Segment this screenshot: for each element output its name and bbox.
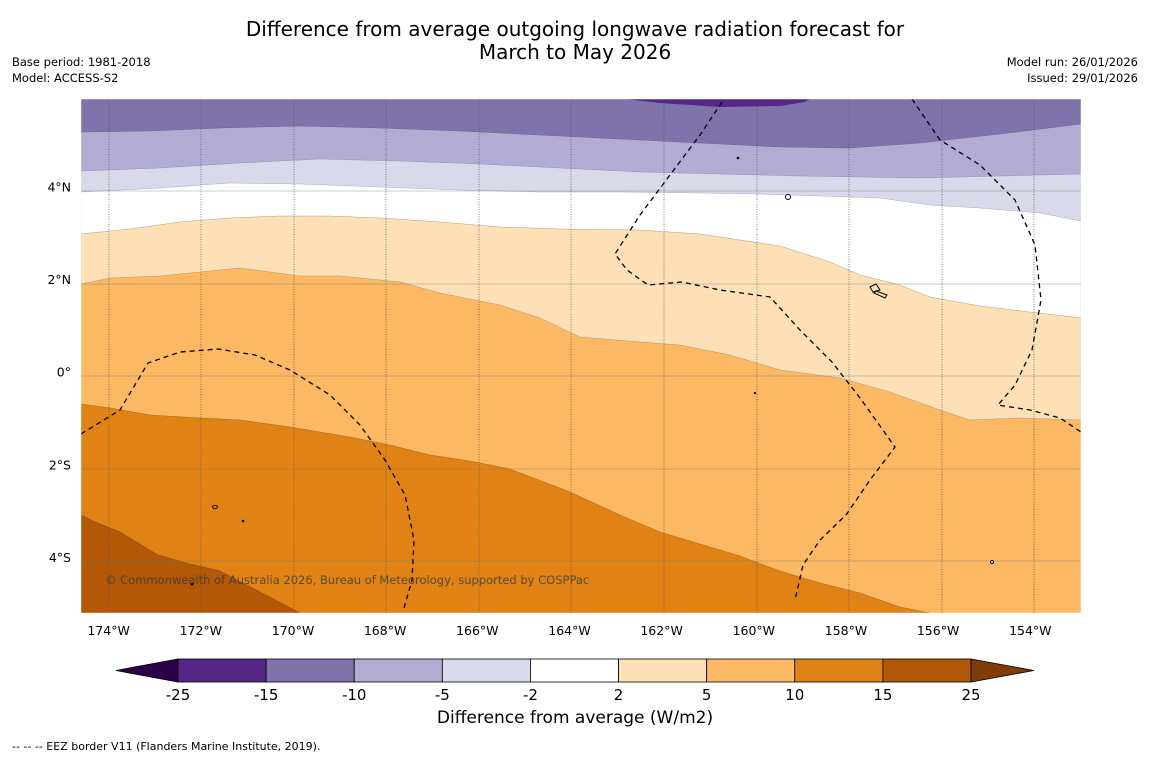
colorbar-swatch [353, 658, 443, 683]
eez-legend-note: -- -- -- EEZ border V11 (Flanders Marine… [12, 740, 321, 753]
colorbar-tick-label: 10 [785, 686, 804, 704]
colorbar-swatch [530, 658, 619, 683]
lon-tick-label: 170°W [272, 623, 314, 638]
lat-tick-label: 2°S [49, 457, 71, 472]
run-info: Model run: 26/01/2026 Issued: 29/01/2026 [1007, 55, 1138, 86]
lon-tick-label: 158°W [825, 623, 867, 638]
colorbar-swatch [706, 658, 796, 683]
lon-tick-label: 168°W [364, 623, 406, 638]
lat-tick-label: 2°N [47, 272, 71, 287]
colorbar-swatch [265, 658, 355, 683]
band-15-to-25 [81, 514, 301, 613]
latitude-tick-labels: 4°N 2°N 0° 2°S 4°S [47, 180, 71, 565]
base-period-text: Base period: 1981-2018 [12, 55, 151, 69]
lat-tick-label: 4°N [47, 180, 71, 195]
colorbar-tick-label: -25 [166, 686, 191, 704]
colorbar-swatch [441, 658, 531, 683]
island-marker [989, 559, 995, 565]
colorbar-tick-label: -2 [523, 686, 538, 704]
eez-border-kiribati-line [614, 101, 896, 601]
graticule [81, 99, 1081, 613]
lon-tick-label: 160°W [733, 623, 775, 638]
islands [190, 156, 995, 586]
colorbar-title: Difference from average (W/m2) [436, 708, 714, 728]
band-minus25-to-minus15 [625, 99, 810, 107]
lon-tick-label: 154°W [1009, 623, 1051, 638]
chart-title: Difference from average outgoing longwav… [0, 18, 1150, 64]
lon-tick-label: 166°W [456, 623, 498, 638]
title-line-2: March to May 2026 [478, 40, 672, 64]
island-marker [736, 156, 740, 160]
band-minus15-to-minus10 [81, 99, 1081, 149]
colorbar-tick-label: 5 [702, 686, 712, 704]
model-run-text: Model run: 26/01/2026 [1006, 55, 1138, 69]
colorbar-swatch [177, 658, 267, 683]
lon-tick-label: 174°W [87, 623, 129, 638]
island-marker [241, 519, 245, 523]
copyright-text: © Commonwealth of Australia 2026, Bureau… [105, 573, 589, 587]
map-frame [80, 98, 1082, 614]
colorbar-tick-label: -10 [342, 686, 367, 704]
colorbar-tick-label: 25 [961, 686, 980, 704]
title-line-1: Difference from average outgoing longwav… [245, 17, 905, 41]
colorbar-tick-label: -15 [254, 686, 279, 704]
island-marker [212, 504, 218, 510]
colorbar-tick-label: 2 [614, 686, 624, 704]
island-marker [785, 194, 791, 200]
model-text: Model: ACCESS-S2 [12, 70, 119, 85]
eez-border-lines [81, 99, 1081, 609]
colorbar-tick-label: 15 [873, 686, 892, 704]
longitude-tick-labels: 174°W 172°W 170°W 168°W 166°W 164°W 162°W 160°W… [87, 623, 1051, 638]
colorbar-swatch [618, 658, 708, 683]
issued-text: Issued: 29/01/2026 [1027, 70, 1138, 85]
lon-tick-label: 156°W [917, 623, 959, 638]
lon-tick-label: 164°W [548, 623, 590, 638]
island-marker [869, 283, 888, 299]
colorbar-extend-high [970, 658, 1035, 683]
lat-tick-label: 4°S [49, 550, 71, 565]
eez-border-tokelau [81, 348, 415, 609]
lat-tick-label: 0° [57, 365, 71, 380]
model-info: Base period: 1981-2018 Model: ACCESS-S2 [12, 55, 151, 86]
island-marker [190, 582, 194, 586]
colorbar-swatch [882, 658, 972, 683]
lon-tick-label: 162°W [640, 623, 682, 638]
colorbar-swatch [794, 658, 884, 683]
colorbar-tick-label: -5 [435, 686, 450, 704]
colorbar: -25 -15 -10 -5 -2 2 5 10 15 25 [115, 658, 1035, 704]
lon-tick-label: 172°W [180, 623, 222, 638]
anomaly-contours [81, 99, 1081, 613]
colorbar-extend-low [115, 658, 179, 683]
island-marker [753, 391, 757, 395]
